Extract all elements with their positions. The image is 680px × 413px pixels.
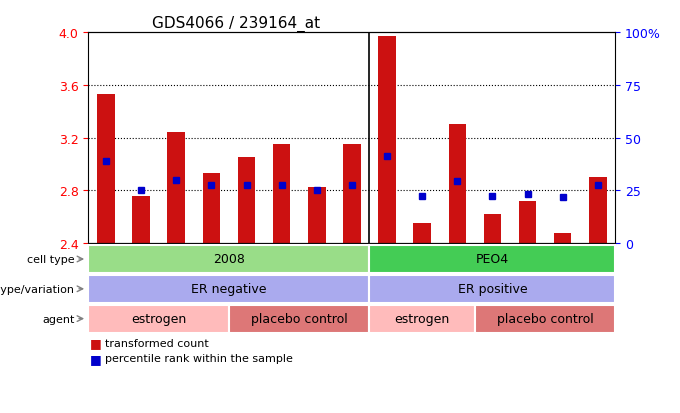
Bar bbox=[203, 174, 220, 244]
Bar bbox=[308, 187, 326, 244]
Bar bbox=[449, 125, 466, 244]
Text: placebo control: placebo control bbox=[251, 312, 347, 325]
Text: cell type: cell type bbox=[27, 254, 75, 264]
Bar bbox=[97, 95, 115, 244]
Text: 2008: 2008 bbox=[213, 253, 245, 266]
Text: ER positive: ER positive bbox=[458, 282, 527, 296]
Text: agent: agent bbox=[42, 314, 75, 324]
Text: genotype/variation: genotype/variation bbox=[0, 284, 75, 294]
Bar bbox=[554, 233, 571, 244]
Text: placebo control: placebo control bbox=[497, 312, 594, 325]
Bar bbox=[519, 202, 537, 244]
Text: estrogen: estrogen bbox=[394, 312, 449, 325]
Text: ER negative: ER negative bbox=[191, 282, 267, 296]
Text: GDS4066 / 239164_at: GDS4066 / 239164_at bbox=[152, 16, 320, 32]
Text: estrogen: estrogen bbox=[131, 312, 186, 325]
Bar bbox=[238, 158, 255, 244]
Text: ■: ■ bbox=[90, 352, 101, 365]
Bar bbox=[343, 145, 360, 244]
Bar bbox=[483, 215, 501, 244]
Text: PEO4: PEO4 bbox=[476, 253, 509, 266]
Bar bbox=[378, 37, 396, 244]
Text: ■: ■ bbox=[90, 337, 101, 350]
Bar bbox=[167, 133, 185, 244]
Bar bbox=[273, 145, 290, 244]
Bar bbox=[413, 224, 431, 244]
Text: transformed count: transformed count bbox=[105, 338, 209, 348]
Text: percentile rank within the sample: percentile rank within the sample bbox=[105, 354, 293, 363]
Bar bbox=[133, 196, 150, 244]
Bar bbox=[589, 178, 607, 244]
